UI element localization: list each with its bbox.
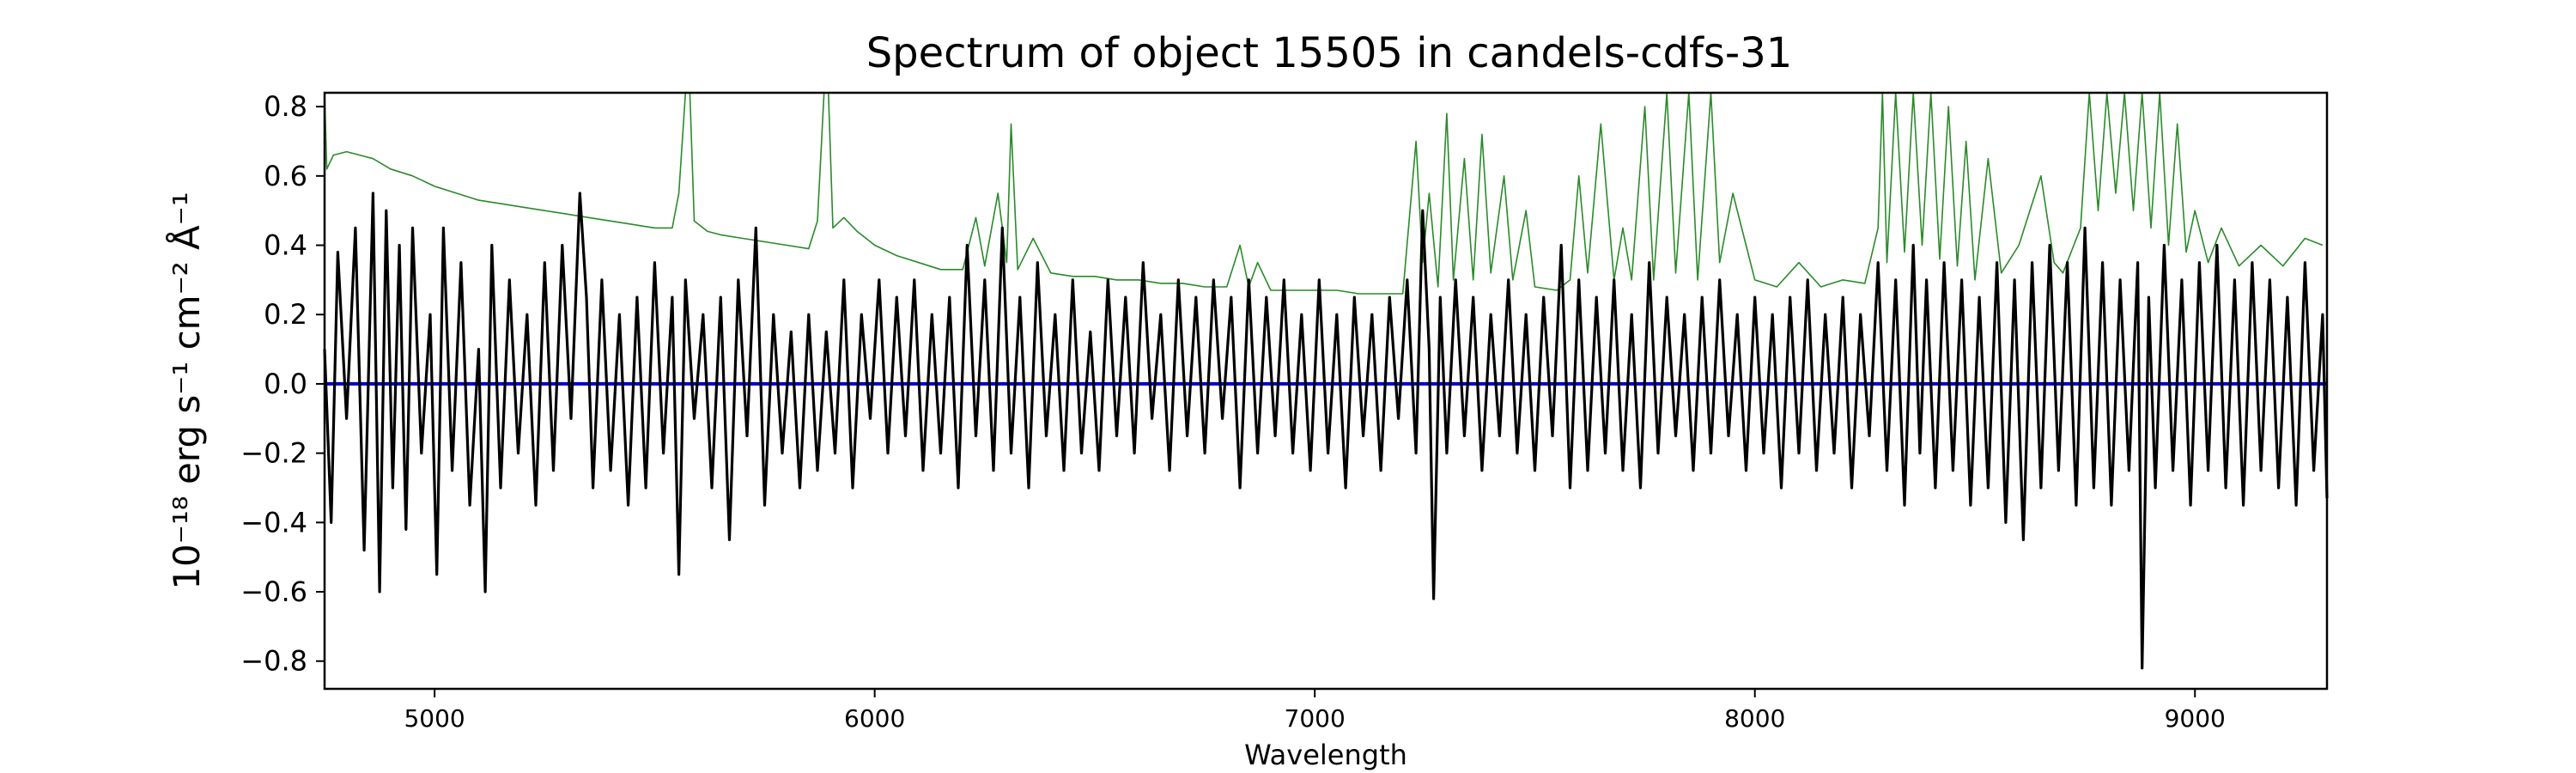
x-tick-label: 8000 [1724, 704, 1785, 733]
y-tick-label: 0.6 [264, 160, 307, 192]
plot-frame [323, 91, 2329, 691]
y-tick-label: 0.2 [264, 298, 307, 331]
y-tick-label: −0.8 [240, 645, 307, 678]
x-tick-label: 7000 [1285, 704, 1346, 733]
series-layer [323, 92, 2329, 670]
y-tick-label: −0.4 [240, 506, 307, 539]
y-tick-label: −0.6 [240, 575, 307, 608]
chart-title: Spectrum of object 15505 in candels-cdfs… [866, 29, 1793, 77]
noise-series-line [324, 92, 2324, 295]
x-axis-label: Wavelength [1244, 739, 1407, 771]
y-tick-label: 0.0 [264, 368, 307, 400]
y-tick-label: 0.8 [264, 90, 307, 123]
y-axis: −0.8 −0.6 −0.4 −0.2 0.0 0.2 0.4 0.6 0.8 [240, 90, 325, 678]
x-tick-label: 9000 [2165, 704, 2226, 733]
x-tick-label: 5000 [404, 704, 465, 733]
y-axis-label: 10⁻¹⁸ erg s⁻¹ cm⁻² Å⁻¹ [165, 192, 208, 589]
x-axis: 5000 6000 7000 8000 9000 [404, 689, 2226, 733]
flux-series-line [323, 192, 2329, 670]
x-tick-label: 6000 [844, 704, 905, 733]
y-tick-label: −0.2 [240, 437, 307, 470]
y-tick-label: 0.4 [264, 229, 307, 262]
